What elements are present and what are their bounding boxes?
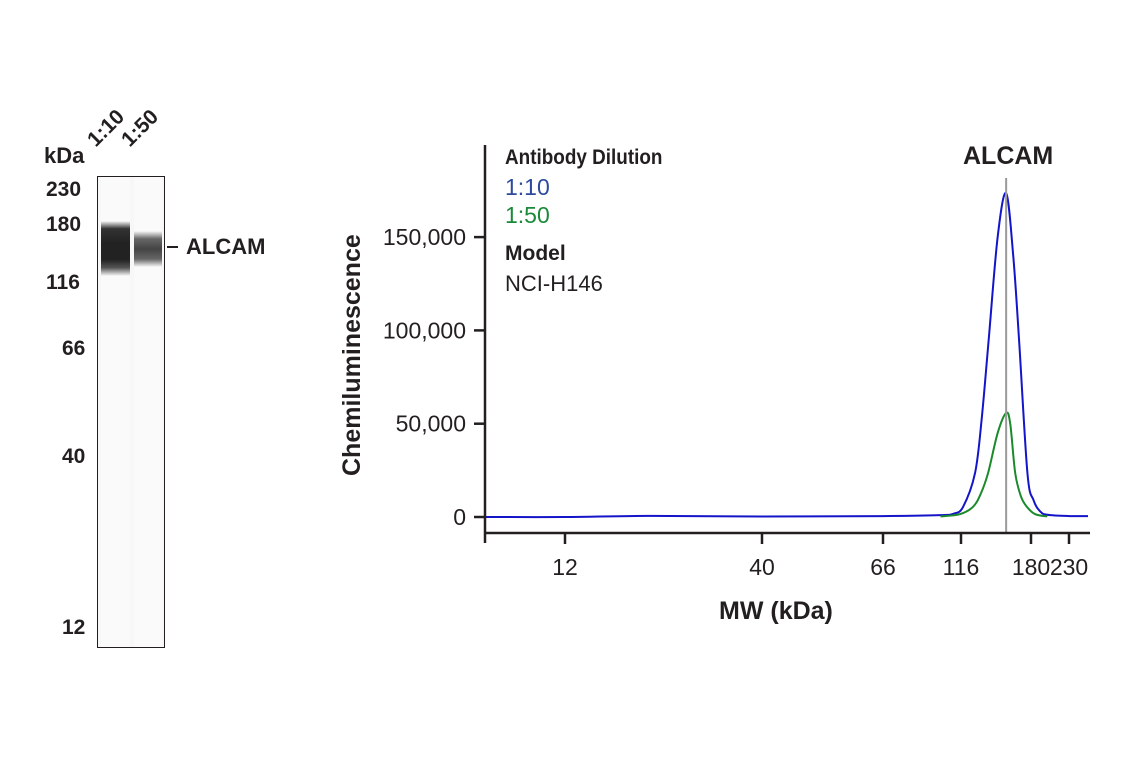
chart-title: ALCAM — [963, 142, 1054, 170]
blot-marker-116: 116 — [46, 271, 80, 294]
y-ticks: 0 50,000 100,000 150,000 — [383, 224, 485, 530]
legend-model-value: NCI-H146 — [505, 271, 603, 296]
blot-band-pointer — [167, 246, 178, 248]
blot-band-lane-2 — [134, 231, 162, 267]
blot-marker-40: 40 — [62, 445, 86, 468]
blot-marker-230: 230 — [46, 178, 82, 201]
series-line-1 — [484, 192, 1089, 519]
y-tick-label: 150,000 — [383, 224, 466, 250]
blot-band-label: ALCAM — [186, 234, 266, 259]
blot-unit-label: kDa — [44, 143, 85, 168]
legend-series-1: 1:10 — [505, 174, 550, 200]
x-tick-label: 180 — [1012, 554, 1050, 580]
x-tick-label: 40 — [749, 554, 775, 580]
series-layer — [484, 192, 1089, 519]
x-tick-label: 66 — [870, 554, 896, 580]
y-tick-label: 0 — [453, 504, 466, 530]
blot-marker-12: 12 — [62, 616, 86, 639]
blot-marker-66: 66 — [62, 337, 86, 360]
legend-model-title: Model — [505, 242, 566, 265]
blot-marker-180: 180 — [46, 213, 82, 236]
series-line-2 — [940, 411, 1048, 518]
y-tick-label: 50,000 — [396, 411, 466, 437]
x-tick-label: 116 — [943, 554, 980, 580]
x-tick-label: 12 — [552, 554, 578, 580]
y-axis-label: Chemiluminescence — [338, 234, 366, 476]
y-tick-label: 100,000 — [383, 317, 466, 343]
legend-title: Antibody Dilution — [505, 146, 663, 169]
x-ticks: 12 40 66 116 180 230 — [552, 533, 1088, 580]
legend-series-2: 1:50 — [505, 202, 550, 228]
blot-image — [97, 176, 165, 648]
x-tick-label: 230 — [1050, 554, 1088, 580]
x-axis-label: MW (kDa) — [719, 597, 833, 625]
blot-band-lane-1 — [101, 221, 130, 276]
